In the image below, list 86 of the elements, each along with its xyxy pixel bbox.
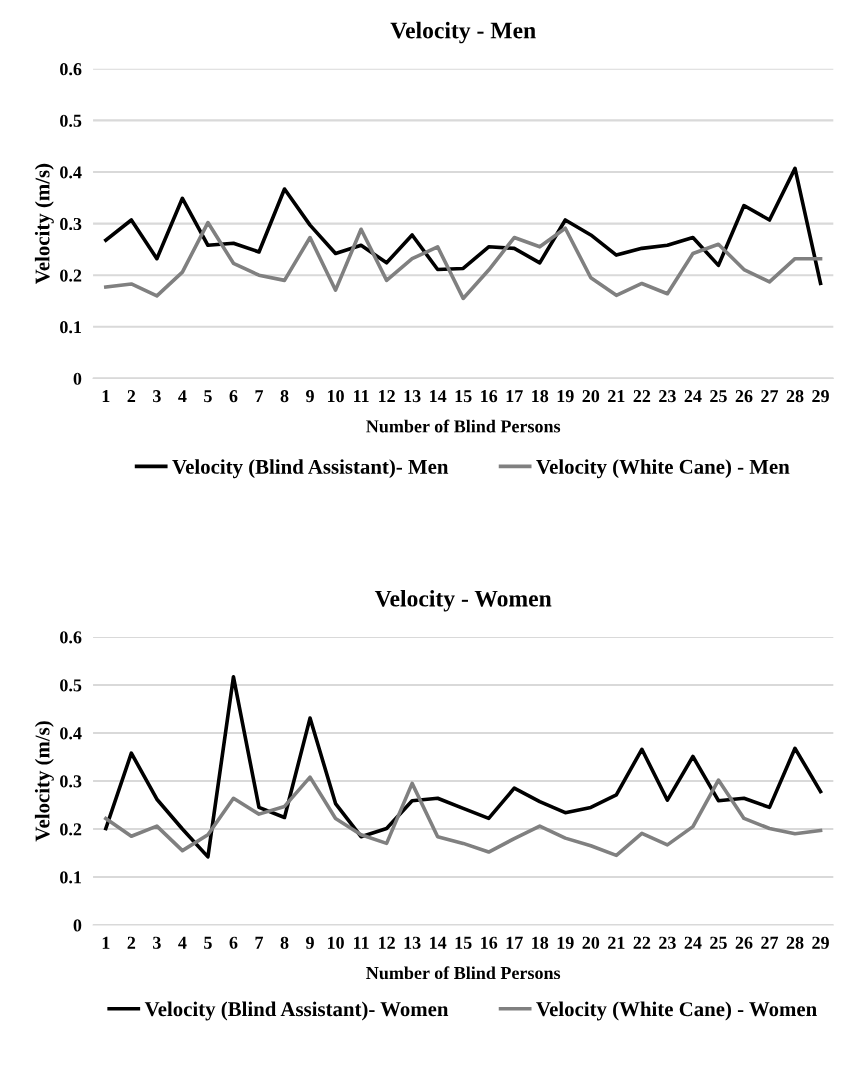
x-tick-label: 28 xyxy=(786,390,804,403)
x-tick-label: 10 xyxy=(327,936,344,949)
x-tick-label: 23 xyxy=(659,390,676,403)
x-axis-title: Number of Blind Persons xyxy=(366,419,561,433)
y-tick-label: 0 xyxy=(73,372,82,385)
x-tick-label: 1 xyxy=(102,390,110,403)
x-tick-label: 29 xyxy=(812,936,829,949)
x-tick-label: 25 xyxy=(710,936,727,949)
x-tick-label: 18 xyxy=(532,936,549,949)
chart-title: Velocity - Men xyxy=(390,21,536,44)
x-tick-label: 7 xyxy=(255,936,264,949)
x-tick-label: 24 xyxy=(684,390,702,403)
y-tick-label: 0.3 xyxy=(60,217,82,231)
y-tick-label: 0.5 xyxy=(60,114,82,127)
x-tick-label: 22 xyxy=(633,390,651,403)
y-tick-label: 0.6 xyxy=(60,631,82,644)
x-tick-label: 1 xyxy=(102,936,110,949)
line-series xyxy=(104,674,823,859)
x-tick-label: 29 xyxy=(812,390,829,403)
x-tick-label: 26 xyxy=(735,390,753,403)
x-tick-label: 5 xyxy=(204,936,212,949)
x-tick-label: 27 xyxy=(761,936,779,949)
legend-label: Velocity (Blind Assistant)- Men xyxy=(172,459,449,479)
x-tick-label: 3 xyxy=(153,936,161,949)
y-axis-title: Velocity (m/s) xyxy=(34,163,54,285)
x-tick-label: 15 xyxy=(455,936,472,949)
chart-title: Velocity - Women xyxy=(374,590,552,612)
x-tick-label: 6 xyxy=(229,936,238,949)
x-tick-label: 4 xyxy=(178,936,187,949)
x-tick-label: 17 xyxy=(506,936,523,949)
x-tick-label: 4 xyxy=(178,390,187,403)
x-tick-label: 17 xyxy=(506,390,523,403)
x-tick-label: 9 xyxy=(306,936,314,949)
x-tick-label: 27 xyxy=(761,390,779,403)
x-tick-label: 12 xyxy=(379,390,395,403)
x-tick-label: 25 xyxy=(710,390,727,403)
legend-label: Velocity (White Cane) - Women xyxy=(536,1001,817,1021)
y-tick-label: 0 xyxy=(73,919,82,932)
y-tick-label: 0.4 xyxy=(60,166,82,179)
x-tick-label: 21 xyxy=(608,390,625,403)
x-tick-label: 20 xyxy=(582,936,600,949)
x-tick-label: 19 xyxy=(557,936,574,949)
y-tick-label: 0.2 xyxy=(60,269,82,282)
x-tick-label: 2 xyxy=(127,936,136,949)
x-tick-label: 14 xyxy=(430,936,447,949)
y-tick-label: 0.4 xyxy=(60,727,82,740)
x-tick-label: 8 xyxy=(280,390,289,403)
x-tick-label: 21 xyxy=(608,936,625,949)
x-tick-label: 22 xyxy=(633,936,651,949)
legend-label: Velocity (Blind Assistant)- Women xyxy=(144,1001,449,1021)
x-tick-label: 11 xyxy=(354,936,369,949)
x-tick-label: 14 xyxy=(430,390,447,403)
y-tick-label: 0.1 xyxy=(60,321,82,334)
x-tick-label: 10 xyxy=(327,390,344,403)
x-tick-label: 20 xyxy=(582,390,600,403)
y-axis-title: Velocity (m/s) xyxy=(34,721,54,842)
x-tick-label: 6 xyxy=(229,390,238,403)
line-series xyxy=(104,220,823,301)
x-tick-label: 8 xyxy=(280,936,289,949)
x-tick-label: 5 xyxy=(204,390,212,403)
x-tick-label: 13 xyxy=(404,390,421,403)
x-tick-label: 13 xyxy=(404,936,421,949)
x-tick-label: 26 xyxy=(735,936,753,949)
x-tick-label: 16 xyxy=(481,390,498,403)
y-tick-label: 0.3 xyxy=(60,775,82,788)
x-tick-label: 2 xyxy=(127,390,136,403)
x-tick-label: 18 xyxy=(532,390,549,403)
x-tick-label: 24 xyxy=(684,936,702,949)
y-tick-label: 0.6 xyxy=(60,63,82,76)
x-tick-label: 19 xyxy=(557,390,574,403)
legend-label: Velocity (White Cane) - Men xyxy=(536,459,790,479)
x-tick-label: 15 xyxy=(455,390,472,403)
x-tick-label: 16 xyxy=(481,936,498,949)
y-tick-label: 0.5 xyxy=(60,679,82,692)
x-tick-label: 3 xyxy=(153,390,161,403)
x-tick-label: 28 xyxy=(786,936,804,949)
x-tick-label: 7 xyxy=(255,390,264,403)
x-axis-title: Number of Blind Persons xyxy=(366,966,561,980)
line-series xyxy=(104,775,823,858)
x-tick-label: 23 xyxy=(659,936,676,949)
line-series xyxy=(104,166,823,286)
x-tick-label: 9 xyxy=(306,390,314,403)
y-tick-label: 0.1 xyxy=(60,871,82,884)
x-tick-label: 11 xyxy=(354,390,369,403)
x-tick-label: 12 xyxy=(379,936,395,949)
y-tick-label: 0.2 xyxy=(60,823,82,836)
